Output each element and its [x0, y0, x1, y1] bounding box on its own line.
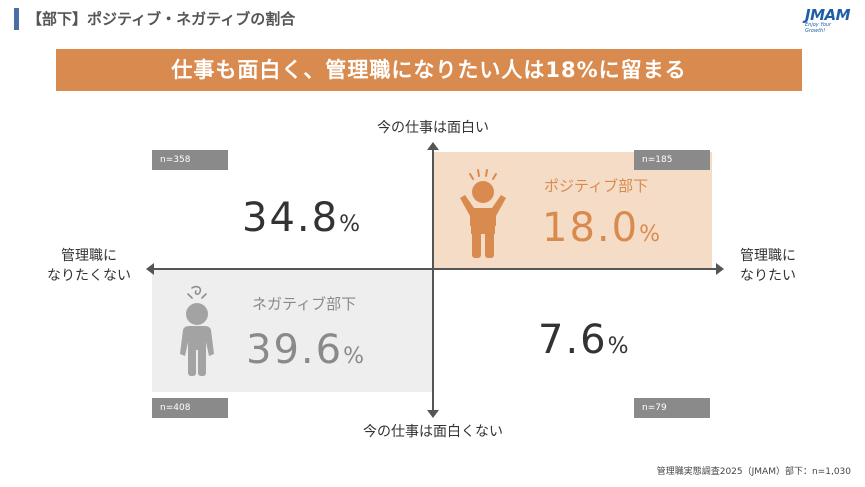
logo-tagline: Enjoy Your Growth!: [805, 22, 832, 34]
horizontal-axis: [152, 268, 718, 270]
negative-label: ネガティブ部下: [252, 295, 357, 313]
axis-label-top: 今の仕事は面白い: [377, 120, 489, 136]
page-title: 【部下】ポジティブ・ネガティブの割合: [14, 8, 295, 30]
confused-person-icon: [180, 285, 214, 376]
value-top-right-number: 18.0: [542, 205, 640, 251]
logo-name: JMAM: [805, 6, 851, 24]
source-note: 管理職実態調査2025（JMAM）部下：n=1,030: [656, 467, 851, 477]
value-top-right: 18.0%: [542, 206, 662, 257]
value-top-left-unit: %: [339, 212, 362, 237]
axis-label-left-line1: 管理職に: [61, 248, 117, 264]
sample-size-badge-top-right: n=185: [634, 150, 710, 170]
sample-size-badge-bottom-right: n=79: [634, 398, 710, 418]
logo: JMAM Enjoy Your Growth!: [805, 6, 851, 34]
arrow-left-icon: [146, 263, 154, 275]
value-top-left-number: 34.8: [242, 195, 340, 241]
axis-label-right: 管理職に なりたい: [728, 246, 808, 286]
value-bottom-left: 39.6%: [246, 328, 366, 379]
axis-label-bottom: 今の仕事は面白くない: [363, 424, 503, 440]
value-bottom-right: 7.6%: [538, 318, 631, 369]
headline-banner: 仕事も面白く、管理職になりたい人は18%に留まる: [56, 49, 802, 91]
happy-person-icon: [460, 169, 506, 258]
arrow-up-icon: [427, 142, 439, 150]
sample-size-badge-bottom-left: n=408: [152, 398, 228, 418]
arrow-down-icon: [427, 410, 439, 418]
value-bottom-left-number: 39.6: [246, 327, 344, 373]
value-top-right-unit: %: [639, 222, 662, 247]
axis-label-right-line2: なりたい: [740, 268, 796, 284]
axis-label-left-line2: なりたくない: [47, 268, 131, 284]
value-bottom-right-number: 7.6: [538, 317, 608, 363]
vertical-axis: [432, 148, 434, 414]
axis-label-right-line1: 管理職に: [740, 248, 796, 264]
value-bottom-right-unit: %: [607, 334, 631, 359]
axis-label-left: 管理職に なりたくない: [34, 246, 144, 286]
arrow-right-icon: [716, 263, 724, 275]
sample-size-badge-top-left: n=358: [152, 150, 228, 170]
value-bottom-left-unit: %: [343, 344, 366, 369]
positive-label: ポジティブ部下: [544, 177, 649, 195]
value-top-left: 34.8%: [242, 196, 362, 247]
